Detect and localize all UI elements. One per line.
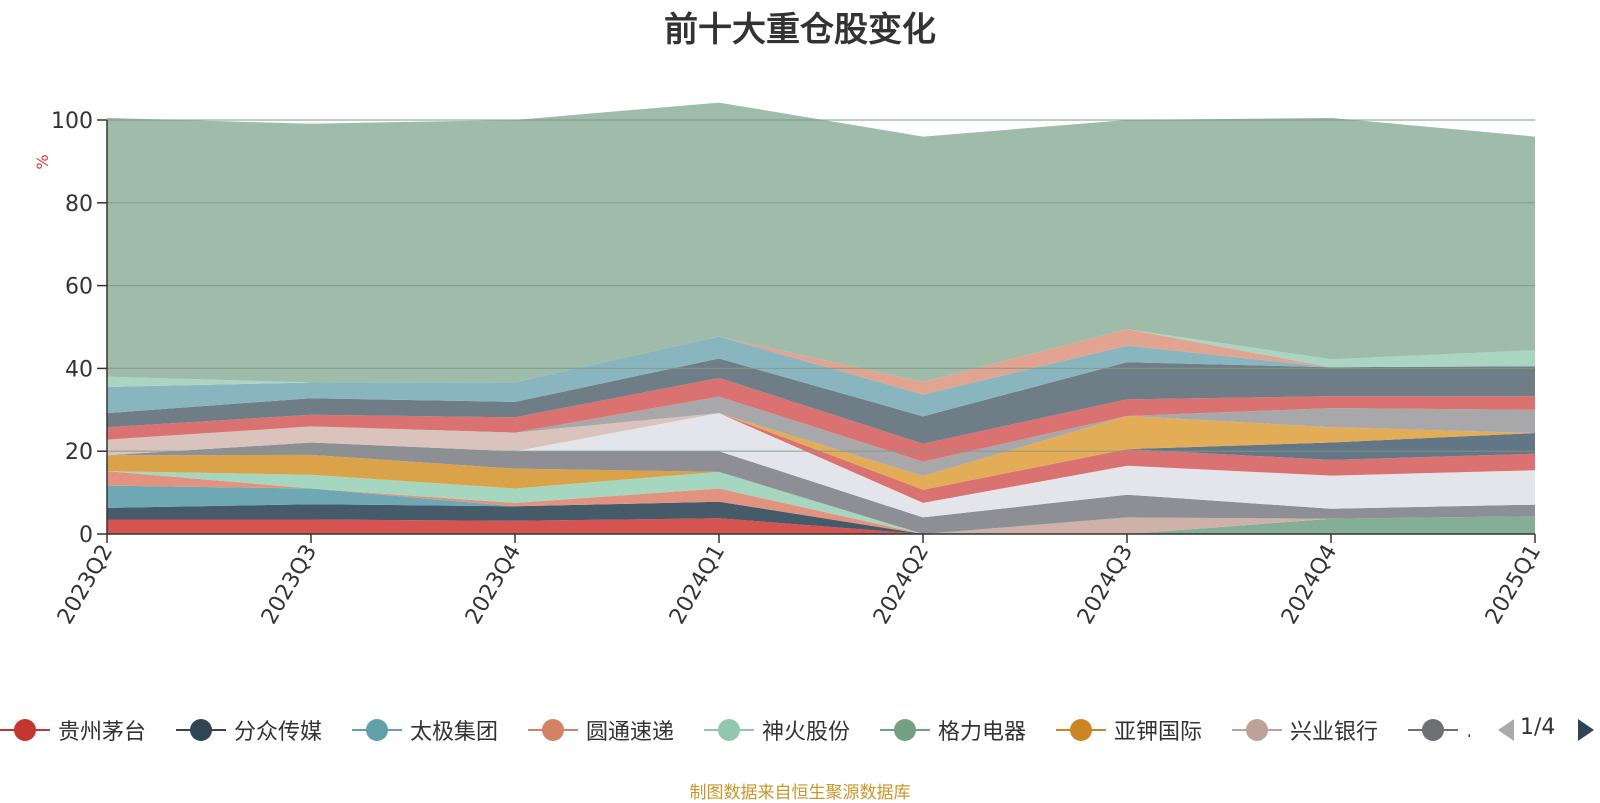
x-tick-label: 2023Q4 [461, 541, 526, 629]
legend-marker-icon [1408, 708, 1458, 752]
legend-item[interactable]: 圆通速递 [528, 708, 674, 752]
legend-label: 贵州茅台 [58, 720, 147, 745]
area-series-0 [107, 518, 1535, 534]
x-tick-label: 2025Q1 [1481, 541, 1546, 629]
legend-item[interactable]: 格力电器 [880, 708, 1026, 752]
area-series-5 [107, 471, 1535, 534]
legend-label: 亚钾国际 [1114, 720, 1203, 745]
legend-label: 格力电器 [938, 720, 1027, 745]
y-tick-label: 60 [65, 275, 93, 300]
legend-item[interactable]: 贵州茅台 [0, 708, 146, 752]
legend-label: 圆通速递 [586, 720, 675, 745]
area-series-layer [107, 102, 1535, 534]
legend-marker-icon [352, 708, 402, 752]
x-tick-label: 2024Q1 [665, 541, 730, 629]
legend-marker-icon [1056, 708, 1106, 752]
legend-marker-icon [704, 708, 754, 752]
area-series-6 [107, 454, 1535, 534]
legend-item[interactable]: 分众传媒 [176, 708, 322, 752]
source-note: 制图数据来自恒生聚源数据库 [689, 783, 911, 803]
legend-item[interactable]: 亚钾国际 [1056, 708, 1202, 752]
x-tick-label: 2023Q2 [53, 541, 118, 629]
area-series-17 [107, 336, 1535, 417]
legend-label: 神火股份 [762, 720, 851, 745]
legend-items-viewport: 贵州茅台 分众传媒 太极集团 圆通速递 神火股份 格力电器 亚钾国际 兴业银行 … [0, 708, 1470, 752]
legend-label: 兴业银行 [1290, 720, 1379, 745]
chart-plot: 0 20 40 60 80 100 2023Q2 2023Q3 2023Q4 2024Q1 2024… [33, 102, 1546, 629]
legend-label: … [1466, 718, 1470, 743]
legend-label: 分众传媒 [234, 720, 323, 745]
x-tick-label: 2024Q2 [869, 541, 934, 629]
area-series-4 [107, 471, 1535, 534]
area-series-13 [107, 413, 1535, 476]
area-series-12 [107, 413, 1535, 490]
legend-item[interactable]: 兴业银行 [1232, 708, 1378, 752]
legend-next-page-icon[interactable] [1578, 719, 1594, 741]
y-tick-label: 20 [65, 440, 93, 465]
area-series-1 [107, 501, 1535, 534]
area-series-8 [107, 442, 1535, 534]
y-tick-label: 100 [51, 109, 93, 134]
legend-item[interactable]: 太极集团 [352, 708, 498, 752]
area-series-18 [107, 329, 1535, 395]
y-axis-unit: % [33, 154, 52, 169]
gridlines [107, 119, 1535, 452]
legend-marker-icon [880, 708, 930, 752]
legend-marker-icon [1232, 708, 1282, 752]
legend-marker-icon [176, 708, 226, 752]
legend-item[interactable]: … [1408, 708, 1470, 752]
legend-prev-page-icon[interactable] [1498, 719, 1514, 741]
area-series-2 [107, 485, 1535, 534]
legend-page-indicator: 1/4 [1520, 715, 1556, 740]
area-series-9 [107, 413, 1535, 518]
y-tick-label: 0 [79, 523, 93, 548]
area-series-10 [107, 413, 1535, 503]
area-series-15 [107, 377, 1535, 462]
legend: 贵州茅台 分众传媒 太极集团 圆通速递 神火股份 格力电器 亚钾国际 兴业银行 … 1/4 [0, 708, 1600, 752]
area-series-16 [107, 358, 1535, 444]
x-tick-label: 2023Q3 [257, 541, 322, 629]
y-tick-label: 40 [65, 357, 93, 382]
legend-marker-icon [528, 708, 578, 752]
chart-title: 前十大重仓股变化 [664, 10, 936, 50]
area-series-20 [107, 102, 1535, 383]
x-tick-label: 2024Q4 [1277, 541, 1342, 629]
y-tick-label: 80 [65, 192, 93, 217]
legend-item[interactable]: 神火股份 [704, 708, 850, 752]
x-tick-label: 2024Q3 [1073, 541, 1138, 629]
legend-label: 太极集团 [410, 720, 499, 745]
legend-marker-icon [0, 708, 50, 752]
area-series-14 [107, 396, 1535, 476]
area-series-19 [107, 329, 1535, 387]
